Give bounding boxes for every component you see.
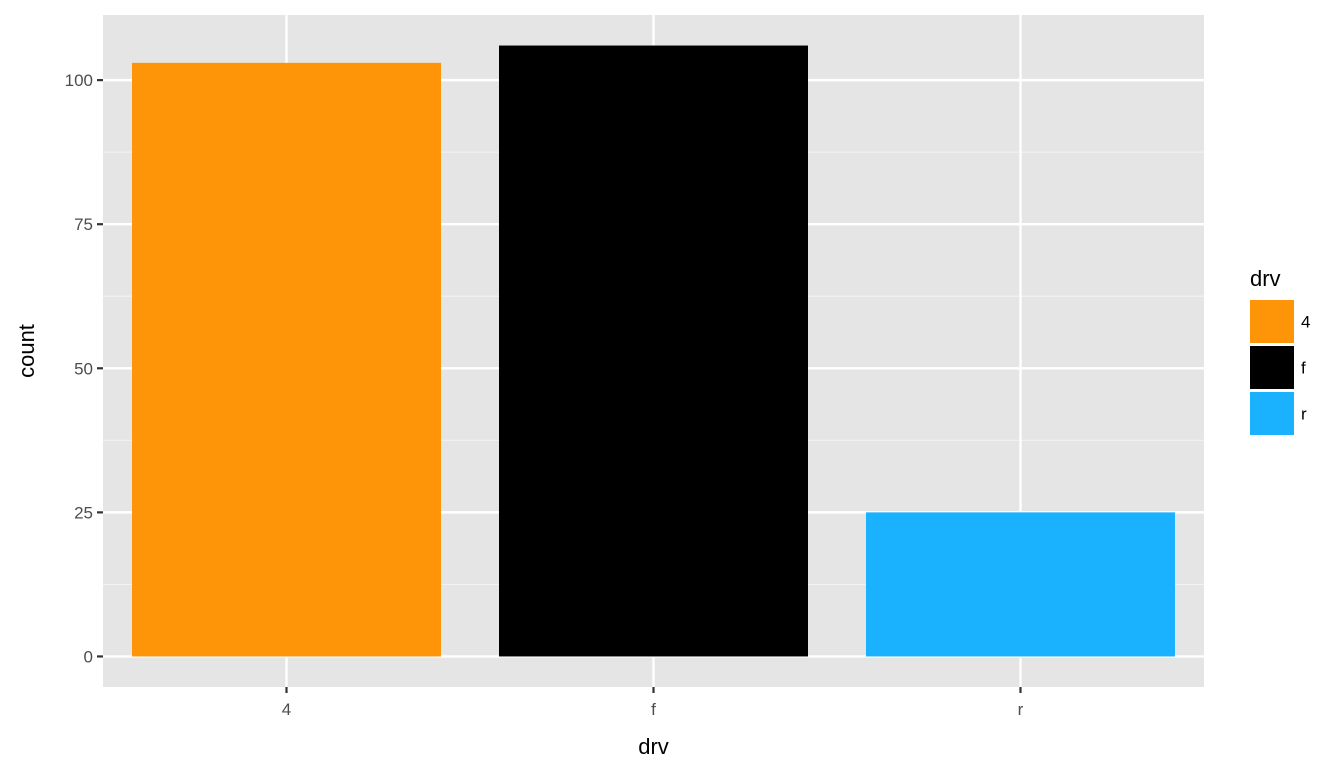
bar-4: [132, 62, 441, 657]
legend-keys: 4 f r: [1250, 300, 1310, 435]
bars: [132, 45, 1175, 657]
legend-key-f: [1250, 346, 1294, 389]
y-tick-label: 75: [74, 215, 93, 234]
x-tick-label: r: [1018, 700, 1024, 719]
y-axis: 0 25 50 75 100: [65, 71, 103, 666]
bar-r: [866, 512, 1175, 657]
x-axis: 4 f r: [282, 687, 1024, 719]
bar-f: [499, 45, 808, 657]
legend-label: 4: [1301, 313, 1310, 332]
y-axis-title: count: [14, 324, 39, 378]
legend: drv 4 f r: [1250, 266, 1310, 435]
y-tick-label: 50: [74, 359, 93, 378]
legend-title: drv: [1250, 266, 1281, 291]
x-tick-label: 4: [282, 700, 291, 719]
y-tick-label: 100: [65, 71, 93, 90]
legend-key-r: [1250, 392, 1294, 435]
x-axis-title: drv: [638, 734, 669, 759]
x-tick-label: f: [651, 700, 656, 719]
legend-label: r: [1301, 405, 1307, 424]
y-tick-label: 0: [84, 647, 93, 666]
legend-label: f: [1301, 359, 1306, 378]
legend-key-4: [1250, 300, 1294, 343]
y-tick-label: 25: [74, 503, 93, 522]
